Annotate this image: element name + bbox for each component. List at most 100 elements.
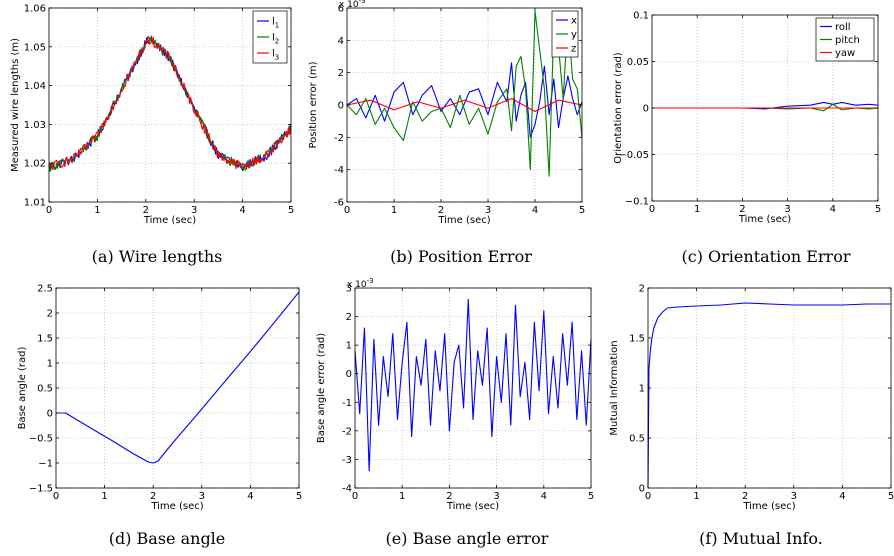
x-tick-label: 5 <box>579 205 585 216</box>
x-tick-label: 2 <box>446 491 452 502</box>
y-tick-label: 0 <box>643 104 649 115</box>
x-tick-label: 4 <box>239 205 245 216</box>
y-axis-label: Position error (m) <box>308 61 319 148</box>
y-tick-label: 1.04 <box>24 81 46 92</box>
x-tick-label: 0 <box>46 205 52 216</box>
chart-panel-3: 0 1 2 3 4 5 −0.1 −0.05 0 0.05 0.1 Time (sec) Orienta… <box>613 11 881 267</box>
legend-label-text: roll <box>835 22 851 33</box>
y-tick-label: −1.5 <box>29 484 53 495</box>
axis-multiplier-base: x 10 <box>347 280 367 290</box>
axis-multiplier-exponent: -3 <box>359 0 366 5</box>
x-tick-label: 2 <box>438 205 444 216</box>
axis-multiplier: x 10-3 <box>347 277 374 290</box>
x-tick-label: 5 <box>588 491 594 502</box>
legend-label-text: y <box>571 30 577 41</box>
y-tick-label: 1.06 <box>24 4 46 15</box>
y-tick-label: 0.5 <box>37 384 53 395</box>
x-tick-label: 4 <box>247 491 253 502</box>
y-tick-label: 1.02 <box>24 159 46 170</box>
x-tick-label: 1 <box>399 491 405 502</box>
y-tick-label: 1 <box>47 359 53 370</box>
y-axis-label: Base angle (rad) <box>17 346 28 429</box>
x-tick-label: 3 <box>493 491 499 502</box>
x-tick-label: 1 <box>94 205 100 216</box>
legend-label: l3 <box>272 49 279 62</box>
x-tick-label: 5 <box>288 205 294 216</box>
legend-label-text: pitch <box>835 35 860 46</box>
plot-area <box>49 8 291 202</box>
series-line-data <box>647 302 891 489</box>
legend-label-text: l <box>272 17 275 28</box>
y-tick-label: -1 <box>342 398 352 409</box>
legend: roll pitch yaw <box>815 17 875 62</box>
x-axis-label: Time (sec) <box>437 215 490 226</box>
y-tick-label: 1.05 <box>24 42 46 53</box>
x-tick-label: 3 <box>784 204 790 215</box>
legend-label: pitch <box>835 35 860 46</box>
y-tick-label: 2.5 <box>37 284 53 295</box>
y-tick-label: −0.5 <box>29 434 53 445</box>
y-tick-label: 1.01 <box>24 198 46 209</box>
panel-caption: (f) Mutual Info. <box>699 529 823 548</box>
y-tick-label: 3 <box>346 284 352 295</box>
x-tick-label: 4 <box>541 491 547 502</box>
y-tick-label: 0.5 <box>629 434 645 445</box>
y-tick-label: 1.5 <box>629 334 645 345</box>
x-tick-label: 5 <box>875 204 881 215</box>
legend-label-text: l <box>272 49 275 60</box>
legend-label: l1 <box>272 17 279 30</box>
legend-label-subscript: 2 <box>275 38 279 46</box>
y-tick-label: 1 <box>346 341 352 352</box>
x-tick-label: 2 <box>739 204 745 215</box>
x-axis-label: Time (sec) <box>143 215 196 226</box>
series-line-l3 <box>48 35 292 171</box>
x-tick-label: 4 <box>839 491 845 502</box>
y-tick-label: -6 <box>334 198 344 209</box>
y-tick-label: -4 <box>342 484 352 495</box>
panel-caption: (a) Wire lengths <box>92 247 223 266</box>
y-tick-label: 0 <box>338 101 344 112</box>
x-axis-label: Time (sec) <box>738 214 791 225</box>
axis-multiplier: x 10-3 <box>339 0 366 10</box>
y-axis-label: Measured wire lengths (m) <box>10 38 21 172</box>
x-tick-label: 1 <box>693 491 699 502</box>
panel-caption: (e) Base angle error <box>386 529 549 548</box>
chart-panel-2: 0 1 2 3 4 5 -6 -4 -2 0 2 4 6 Time (sec) Position error… <box>308 0 585 266</box>
legend-label: l2 <box>272 33 279 46</box>
axes-box <box>354 287 592 489</box>
x-tick-label: 5 <box>888 491 894 502</box>
x-tick-label: 3 <box>199 491 205 502</box>
panel-caption: (b) Position Error <box>390 247 532 266</box>
y-tick-label: 1.5 <box>37 334 53 345</box>
x-tick-label: 1 <box>101 491 107 502</box>
x-tick-label: 0 <box>352 491 358 502</box>
panel-caption: (d) Base angle <box>109 529 226 548</box>
plot-area <box>355 288 591 488</box>
series-line-data <box>56 291 300 464</box>
x-axis-label: Time (sec) <box>150 501 203 512</box>
x-tick-label: 2 <box>742 491 748 502</box>
x-tick-label: 1 <box>391 205 397 216</box>
x-tick-label: 0 <box>649 204 655 215</box>
y-axis-label: Mutual Information <box>609 340 620 435</box>
panel-caption: (c) Orientation Error <box>682 247 851 266</box>
x-tick-label: 4 <box>830 204 836 215</box>
x-tick-label: 2 <box>150 491 156 502</box>
legend-label-subscript: 3 <box>275 54 279 62</box>
plot-area <box>648 288 891 488</box>
y-tick-label: −0.05 <box>618 150 649 161</box>
legend-label: y <box>571 30 577 41</box>
legend-label: x <box>571 16 577 27</box>
y-tick-label: 6 <box>338 4 344 15</box>
x-tick-label: 1 <box>694 204 700 215</box>
series-line-x <box>346 62 583 138</box>
legend: xyz <box>551 10 579 58</box>
legend-label-text: yaw <box>835 48 855 59</box>
y-tick-label: 2 <box>639 284 645 295</box>
axis-multiplier-exponent: -3 <box>367 277 374 285</box>
y-tick-label: 2 <box>338 68 344 79</box>
x-tick-label: 0 <box>344 205 350 216</box>
x-tick-label: 3 <box>485 205 491 216</box>
